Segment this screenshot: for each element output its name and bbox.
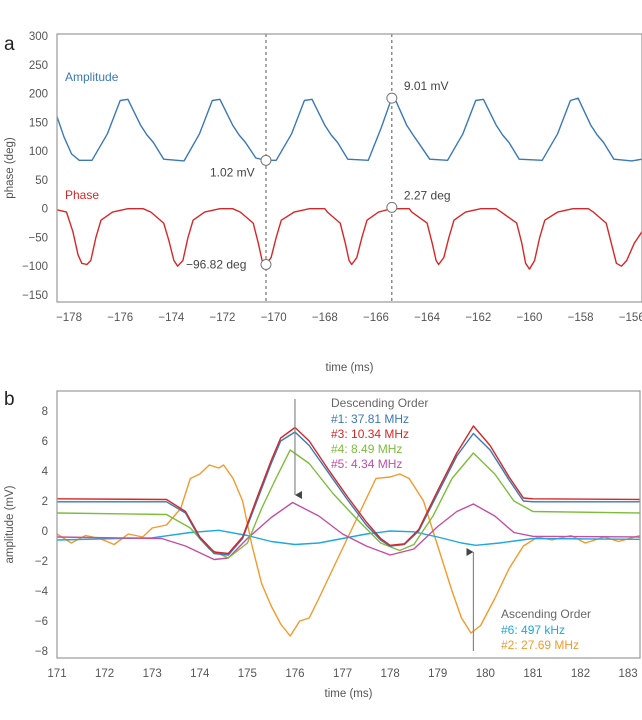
x-tick-label: 177 [333, 668, 352, 680]
x-tick-label: 180 [476, 668, 495, 680]
cursor-marker [386, 201, 398, 213]
chart-panel-a: a 300 250 200 150 100 50 0 −50 −100 −150 −178 −176 −1… [4, 31, 642, 374]
y-tick-label: 6 [42, 436, 48, 448]
x-tick-label: 173 [143, 668, 162, 680]
y-tick-label: 8 [42, 406, 48, 418]
y-tick-label: 0 [42, 526, 48, 538]
x-tick-label: 172 [95, 668, 114, 680]
plot-frame [56, 390, 641, 659]
x-tick-label: −166 [363, 312, 389, 324]
plot-area [57, 34, 642, 302]
marker-value-label: 2.27 deg [404, 188, 451, 202]
plot-frame [56, 33, 642, 303]
y-axis-label: phase (deg) [4, 137, 16, 199]
series-line [57, 501, 640, 561]
y-tick-label: 150 [29, 117, 48, 129]
x-tick-label: −174 [158, 312, 185, 324]
y-tick-label: −50 [28, 232, 48, 244]
chart-panel-b: b 8 6 4 2 0 −2 −4 −6 −8 171 172 173 174 175 176 177 178 17… [4, 389, 641, 700]
x-tick-label: −156 [619, 312, 642, 324]
legend-entry: #5: 4.34 MHz [331, 457, 402, 471]
x-axis-label: time (ms) [325, 688, 373, 700]
legend-group-title: Descending Order [331, 396, 428, 410]
y-tick-label: −8 [35, 646, 48, 658]
y-tick-label: −150 [22, 290, 48, 302]
series-line [57, 431, 640, 556]
y-tick-label: 50 [35, 175, 48, 187]
series-line [57, 529, 640, 546]
x-axis-label: time (ms) [326, 362, 374, 374]
y-tick-label: 0 [42, 204, 48, 216]
legend-entry: #4: 8.49 MHz [331, 442, 402, 456]
legend-group-title: Ascending Order [501, 607, 591, 621]
x-tick-label: 182 [571, 668, 590, 680]
x-tick-label: −158 [568, 312, 594, 324]
x-tick-label: 183 [619, 668, 638, 680]
cursor-marker [260, 258, 272, 270]
marker-value-label: −96.82 deg [186, 257, 246, 271]
plot-area [57, 425, 640, 637]
y-tick-label: −6 [35, 616, 48, 628]
legend-entry: #3: 10.34 MHz [331, 427, 409, 441]
y-tick-label: −100 [22, 261, 48, 273]
panel-label: a [4, 34, 15, 55]
series-label-amplitude: Amplitude [65, 70, 119, 84]
x-tick-label: −178 [56, 312, 82, 324]
marker-value-label: 9.01 mV [404, 79, 449, 93]
y-tick-label: 300 [29, 31, 48, 43]
x-tick-label: 178 [381, 668, 400, 680]
y-tick-label: 200 [29, 89, 48, 101]
x-tick-label: −162 [465, 312, 491, 324]
series-line [57, 97, 642, 162]
x-tick-label: −170 [261, 312, 287, 324]
legend-entry: #6: 497 kHz [501, 623, 565, 637]
series-label-phase: Phase [65, 188, 99, 202]
y-tick-label: −2 [35, 556, 48, 568]
series-line [57, 208, 642, 270]
x-tick-label: 175 [238, 668, 257, 680]
cursor-marker [260, 154, 272, 166]
x-tick-label: −168 [312, 312, 338, 324]
panel-label: b [4, 389, 15, 410]
x-tick-label: 179 [428, 668, 447, 680]
y-tick-label: 250 [29, 60, 48, 72]
series-line [57, 425, 640, 555]
x-tick-label: −176 [107, 312, 133, 324]
x-tick-label: −160 [516, 312, 542, 324]
x-tick-label: 171 [47, 668, 66, 680]
series-line [57, 464, 640, 637]
y-tick-label: 2 [42, 496, 48, 508]
legend-entry: #1: 37.81 MHz [331, 412, 409, 426]
y-tick-label: 4 [42, 466, 49, 478]
x-tick-label: −172 [210, 312, 236, 324]
y-axis-label: amplitude (mV) [4, 485, 16, 563]
cursor-marker [386, 92, 398, 104]
y-tick-label: 100 [29, 146, 48, 158]
marker-value-label: 1.02 mV [210, 165, 255, 179]
x-tick-label: 174 [190, 668, 210, 680]
legend-entry: #2: 27.69 MHz [501, 638, 579, 652]
x-tick-label: 181 [523, 668, 542, 680]
y-tick-label: −4 [35, 586, 49, 598]
x-tick-label: −164 [414, 312, 441, 324]
x-tick-label: 176 [285, 668, 304, 680]
